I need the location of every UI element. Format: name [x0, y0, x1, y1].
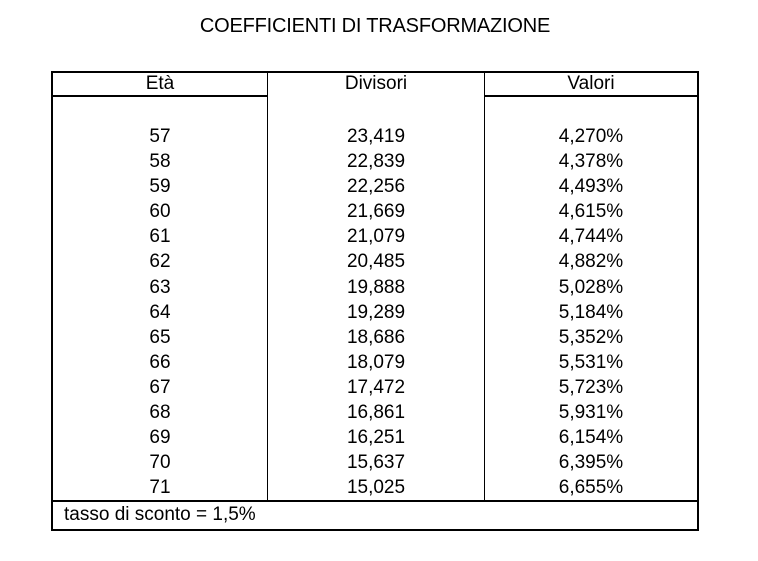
divisori-cell: 19,289: [346, 301, 406, 323]
divisori-cell: 18,686: [346, 326, 406, 348]
divisori-cell: 20,485: [346, 251, 406, 273]
eta-cell: 58: [149, 151, 171, 173]
divisori-cell: 18,079: [346, 351, 406, 373]
valori-cell: 5,184%: [558, 301, 624, 323]
table-body: 57 58 59 60 61 62 63 64 65 66 67 68 69 70 71 23,419 22,…: [53, 97, 697, 500]
valori-cell: 6,655%: [558, 477, 624, 499]
valori-cell: 4,378%: [558, 151, 624, 173]
divisori-cell: 15,025: [346, 477, 406, 499]
valori-cell: 4,615%: [558, 201, 624, 223]
divisori-cell: 15,637: [346, 452, 406, 474]
divisori-cell: 21,079: [346, 226, 406, 248]
valori-cell: 4,493%: [558, 176, 624, 198]
valori-cell: 5,531%: [558, 351, 624, 373]
valori-cell: 5,723%: [558, 376, 624, 398]
eta-cell: 61: [149, 226, 171, 248]
eta-cell: 65: [149, 326, 171, 348]
divisori-column: 23,419 22,839 22,256 21,669 21,079 20,485 19,8…: [268, 97, 485, 500]
eta-cell: 57: [149, 126, 171, 147]
table-header-row: Età Divisori Valori: [53, 73, 697, 97]
valori-cell: 4,882%: [558, 251, 624, 273]
divisori-cell: 19,888: [346, 276, 406, 298]
divisori-cell: 23,419: [346, 126, 406, 147]
eta-cell: 68: [149, 402, 171, 424]
valori-cell: 5,352%: [558, 326, 624, 348]
eta-cell: 62: [149, 251, 171, 273]
eta-cell: 64: [149, 301, 171, 323]
column-header-valori: Valori: [485, 73, 697, 97]
valori-cell: 5,028%: [558, 276, 624, 298]
divisori-cell: 16,861: [346, 402, 406, 424]
coefficients-table: Età Divisori Valori 57 58 59 60 61 62 63 64 65 66…: [51, 71, 699, 531]
table-footer-row: tasso di sconto = 1,5%: [53, 500, 697, 529]
column-header-eta: Età: [53, 73, 268, 97]
divisori-cell: 21,669: [346, 201, 406, 223]
divisori-cell: 16,251: [346, 427, 406, 449]
valori-cell: 6,154%: [558, 427, 624, 449]
column-header-divisori: Divisori: [268, 73, 485, 97]
eta-cell: 67: [149, 376, 171, 398]
eta-cell: 69: [149, 427, 171, 449]
valori-cell: 4,744%: [558, 226, 624, 248]
valori-cell: 5,931%: [558, 402, 624, 424]
eta-cell: 59: [149, 176, 171, 198]
eta-cell: 63: [149, 276, 171, 298]
eta-cell: 60: [149, 201, 171, 223]
divisori-cell: 22,839: [346, 151, 406, 173]
valori-column: 4,270% 4,378% 4,493% 4,615% 4,744% 4,882% 5,02…: [485, 97, 697, 500]
valori-cell: 4,270%: [558, 126, 624, 147]
eta-column: 57 58 59 60 61 62 63 64 65 66 67 68 69 70 71: [53, 97, 268, 500]
divisori-cell: 22,256: [346, 176, 406, 198]
eta-cell: 71: [149, 477, 171, 499]
eta-cell: 66: [149, 351, 171, 373]
discount-rate-note: tasso di sconto = 1,5%: [64, 504, 256, 525]
valori-cell: 6,395%: [558, 452, 624, 474]
page-title: COEFFICIENTI DI TRASFORMAZIONE: [199, 15, 551, 37]
eta-cell: 70: [149, 452, 171, 474]
divisori-cell: 17,472: [346, 376, 406, 398]
